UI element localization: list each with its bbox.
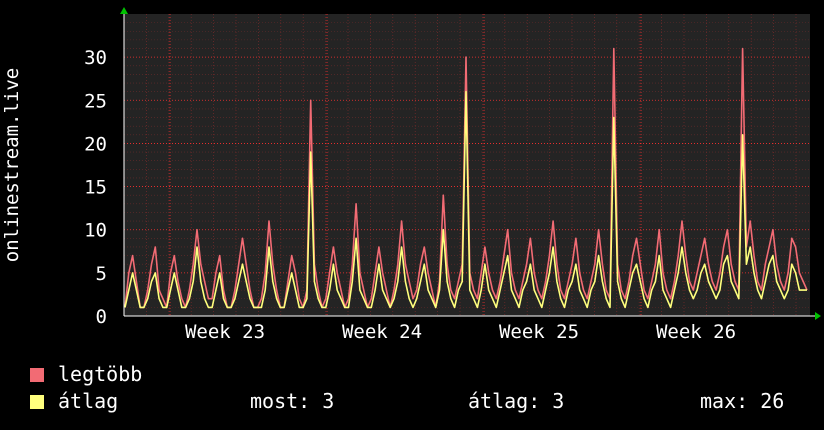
stat-current: most: 3 xyxy=(250,389,335,413)
y-tick-label: 5 xyxy=(96,263,107,285)
x-tick-label: Week 26 xyxy=(656,321,736,343)
legend-label-max: legtöbb xyxy=(58,362,143,386)
stat-average: átlag: 3 xyxy=(468,389,565,413)
axes xyxy=(120,7,821,320)
y-axis-label: onlinestream.live xyxy=(0,0,24,340)
series-layer xyxy=(124,47,808,309)
x-axis-arrow xyxy=(815,312,821,320)
legend-label-avg: átlag xyxy=(58,389,119,413)
tick-labels: 0 5 10 15 20 25 30 Week 23 Week 24 Week 25 Week 26 xyxy=(84,47,736,343)
y-tick-label: 15 xyxy=(84,177,107,199)
x-tick-label: Week 24 xyxy=(342,321,422,343)
y-tick-label: 30 xyxy=(84,47,107,69)
y-tick-label: 20 xyxy=(84,133,107,155)
grid-lines xyxy=(124,14,810,316)
legend-swatch-max xyxy=(30,368,44,382)
y-tick-label: 25 xyxy=(84,90,107,112)
stat-max: max: 26 xyxy=(700,389,785,413)
x-tick-label: Week 23 xyxy=(185,321,265,343)
y-axis-arrow xyxy=(120,7,128,14)
series-line-avg xyxy=(124,90,807,309)
series-line-max xyxy=(124,47,808,309)
x-tick-label: Week 25 xyxy=(499,321,579,343)
y-tick-label: 10 xyxy=(84,220,107,242)
legend-item-max: legtöbb xyxy=(30,362,142,386)
legend-item-avg: átlag xyxy=(30,389,118,413)
legend-swatch-avg xyxy=(30,395,44,409)
y-tick-label: 0 xyxy=(96,306,107,328)
y-axis-label-text: onlinestream.live xyxy=(1,67,23,263)
